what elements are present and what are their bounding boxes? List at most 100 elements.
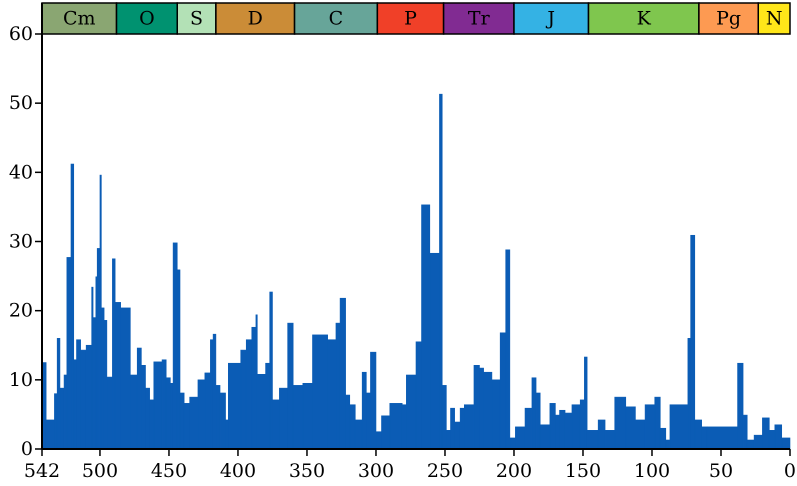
- period-box: [41, 2, 118, 35]
- bar: [287, 322, 294, 450]
- bar: [559, 409, 566, 450]
- period-label: J: [545, 8, 555, 30]
- bar: [204, 372, 211, 450]
- bar: [491, 379, 501, 450]
- y-tick-label: 50: [9, 92, 33, 114]
- bar: [505, 249, 511, 450]
- bar: [96, 248, 101, 450]
- period-label: Cm: [63, 8, 96, 30]
- bar: [564, 412, 573, 450]
- bar: [389, 403, 403, 450]
- bar: [153, 361, 163, 450]
- bar: [604, 430, 616, 450]
- bar: [746, 439, 755, 450]
- bar: [85, 344, 92, 450]
- bar: [302, 382, 313, 450]
- bar: [172, 242, 178, 450]
- bar: [215, 385, 221, 450]
- bar: [446, 430, 451, 450]
- bar: [106, 376, 113, 450]
- bar: [499, 332, 507, 450]
- period-box: [587, 2, 700, 35]
- period-box: [176, 2, 217, 35]
- bar: [101, 307, 105, 450]
- bar: [781, 437, 791, 450]
- bar: [762, 417, 770, 450]
- bar: [335, 322, 341, 450]
- x-tick-label: 500: [82, 460, 118, 482]
- period-label: P: [404, 8, 417, 30]
- bar: [539, 424, 551, 450]
- bar: [464, 404, 475, 450]
- bar: [614, 396, 627, 450]
- bar: [354, 419, 363, 450]
- bar: [366, 392, 371, 450]
- bar: [625, 406, 636, 450]
- bar: [54, 393, 58, 450]
- bar: [112, 258, 116, 450]
- x-tick-label: 200: [496, 460, 532, 482]
- bar: [265, 362, 271, 450]
- bar: [706, 426, 738, 450]
- bar: [59, 387, 65, 450]
- bar: [375, 431, 382, 450]
- x-tick-label: 350: [289, 460, 325, 482]
- bar: [665, 439, 671, 450]
- bar: [212, 333, 217, 450]
- bar: [349, 404, 356, 450]
- bar: [145, 387, 150, 450]
- bar: [256, 373, 266, 450]
- bar: [659, 427, 667, 450]
- bar: [479, 367, 484, 450]
- bar: [361, 371, 367, 450]
- bar: [509, 437, 516, 450]
- x-tick-label: 0: [784, 460, 796, 482]
- bar: [584, 356, 588, 450]
- bar: [63, 374, 68, 450]
- y-tick-label: 30: [9, 231, 33, 253]
- bar: [753, 434, 763, 450]
- bar: [687, 338, 691, 450]
- bar: [269, 291, 273, 450]
- period-label: C: [329, 8, 344, 30]
- bar: [406, 374, 417, 450]
- bar: [737, 362, 744, 450]
- x-tick-label: 300: [358, 460, 394, 482]
- bar: [279, 387, 288, 450]
- x-tick-label: 400: [220, 460, 256, 482]
- bar: [586, 430, 599, 450]
- bar: [240, 349, 247, 450]
- y-tick-label: 20: [9, 300, 33, 322]
- period-label: S: [190, 8, 203, 30]
- bar: [701, 426, 708, 450]
- bar: [130, 374, 138, 450]
- bar: [45, 419, 55, 450]
- bar: [149, 399, 155, 450]
- bar: [439, 93, 443, 450]
- period-label: K: [637, 8, 652, 30]
- bar: [381, 415, 391, 450]
- bar: [179, 392, 185, 450]
- x-tick-label: 542: [24, 460, 60, 482]
- x-tick-label: 450: [151, 460, 187, 482]
- bar: [219, 392, 226, 450]
- bar: [292, 385, 304, 450]
- bar: [245, 339, 253, 450]
- bar: [272, 399, 280, 450]
- bar: [210, 339, 214, 450]
- bar: [571, 404, 581, 450]
- bar: [170, 382, 174, 450]
- x-tick-label: 100: [634, 460, 670, 482]
- bar: [459, 407, 465, 450]
- bar: [441, 385, 447, 450]
- bar: [774, 424, 783, 450]
- bar: [473, 365, 480, 450]
- bar: [136, 347, 142, 450]
- bar: [339, 297, 346, 450]
- bar: [429, 252, 440, 450]
- bar: [225, 419, 229, 450]
- bar: [327, 339, 337, 450]
- bar: [70, 163, 75, 450]
